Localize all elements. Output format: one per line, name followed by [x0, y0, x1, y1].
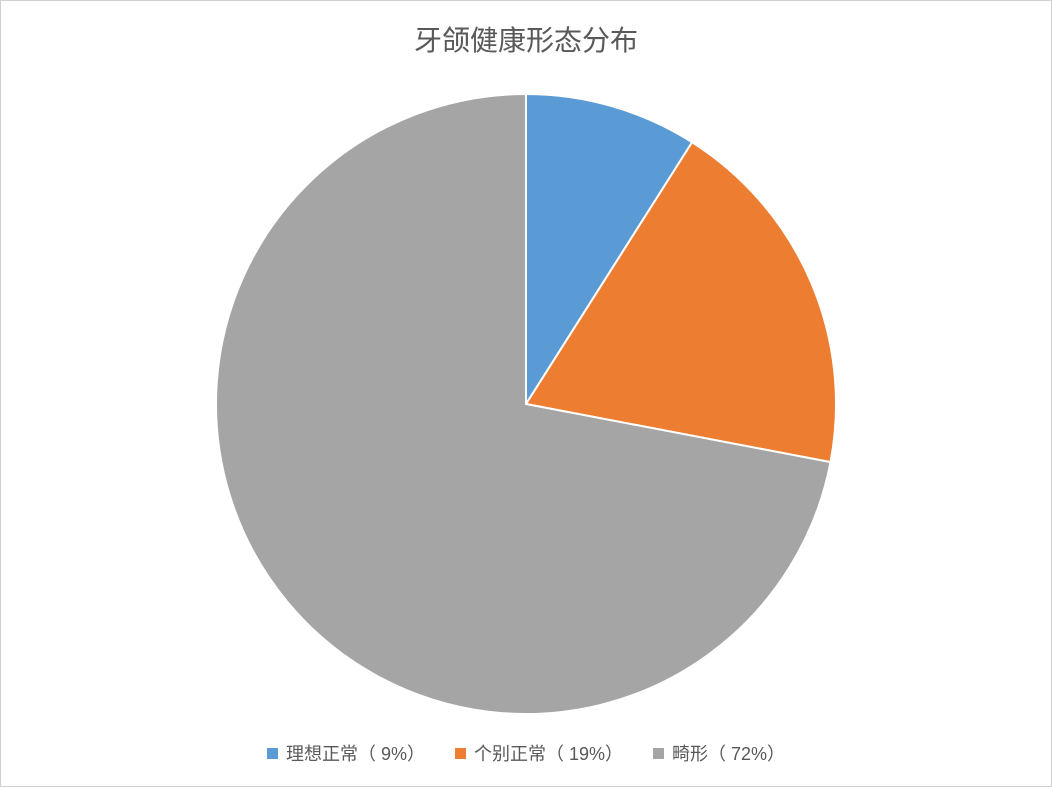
legend-item-0: 理想正常（ 9%）	[267, 740, 425, 766]
pie-chart	[206, 84, 846, 724]
legend-marker-icon	[267, 748, 278, 759]
legend-item-1: 个别正常（ 19%）	[455, 740, 623, 766]
pie-wrapper	[1, 84, 1051, 724]
legend-marker-icon	[653, 748, 664, 759]
chart-title: 牙颌健康形态分布	[1, 1, 1051, 59]
legend-label: 理想正常（ 9%）	[286, 740, 425, 766]
legend-label: 畸形（ 72%）	[672, 740, 785, 766]
legend: 理想正常（ 9%） 个别正常（ 19%） 畸形（ 72%）	[1, 740, 1051, 766]
chart-container: 牙颌健康形态分布 理想正常（ 9%） 个别正常（ 19%） 畸形（ 72%）	[0, 0, 1052, 787]
legend-label: 个别正常（ 19%）	[474, 740, 623, 766]
legend-marker-icon	[455, 748, 466, 759]
legend-item-2: 畸形（ 72%）	[653, 740, 785, 766]
